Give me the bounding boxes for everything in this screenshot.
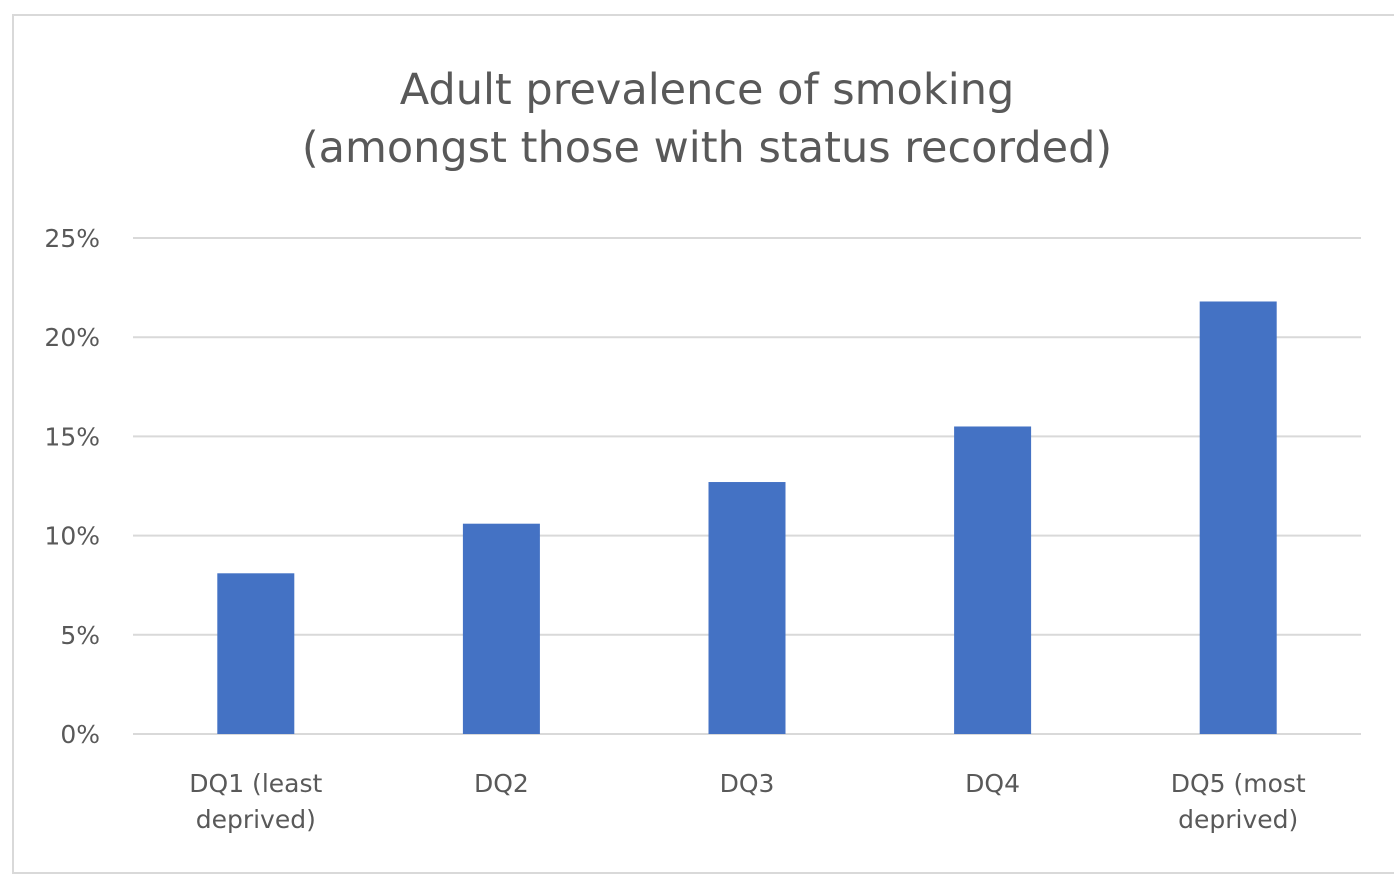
chart-title-line: (amongst those with status recorded) xyxy=(302,123,1112,173)
x-tick-label: DQ3 xyxy=(720,769,775,798)
bar xyxy=(217,573,295,734)
bar xyxy=(954,426,1032,734)
y-axis-ticks: 0% 5% 10% 15% 20% 25% xyxy=(44,224,100,749)
y-tick-label: 5% xyxy=(60,621,100,650)
y-tick-label: 15% xyxy=(44,422,100,451)
x-tick-label: DQ2 xyxy=(474,769,529,798)
chart-title-line: Adult prevalence of smoking xyxy=(400,65,1015,115)
bar xyxy=(462,523,540,734)
x-tick-label: deprived) xyxy=(1178,805,1298,834)
x-tick-label: deprived) xyxy=(196,805,316,834)
x-tick-label: DQ4 xyxy=(965,769,1020,798)
x-tick-label: DQ5 (most xyxy=(1171,769,1306,798)
chart-title: Adult prevalence of smoking (amongst thos… xyxy=(302,65,1112,173)
x-axis-ticks: DQ1 (least deprived) DQ2 DQ3 DQ4 DQ5 (most dep… xyxy=(189,769,1306,834)
x-tick-label: DQ1 (least xyxy=(189,769,322,798)
y-tick-label: 10% xyxy=(44,522,100,551)
y-tick-label: 20% xyxy=(44,323,100,352)
bars xyxy=(217,301,1277,734)
y-tick-label: 0% xyxy=(60,720,100,749)
bar xyxy=(708,482,786,734)
bar xyxy=(1199,301,1277,734)
y-tick-label: 25% xyxy=(44,224,100,253)
